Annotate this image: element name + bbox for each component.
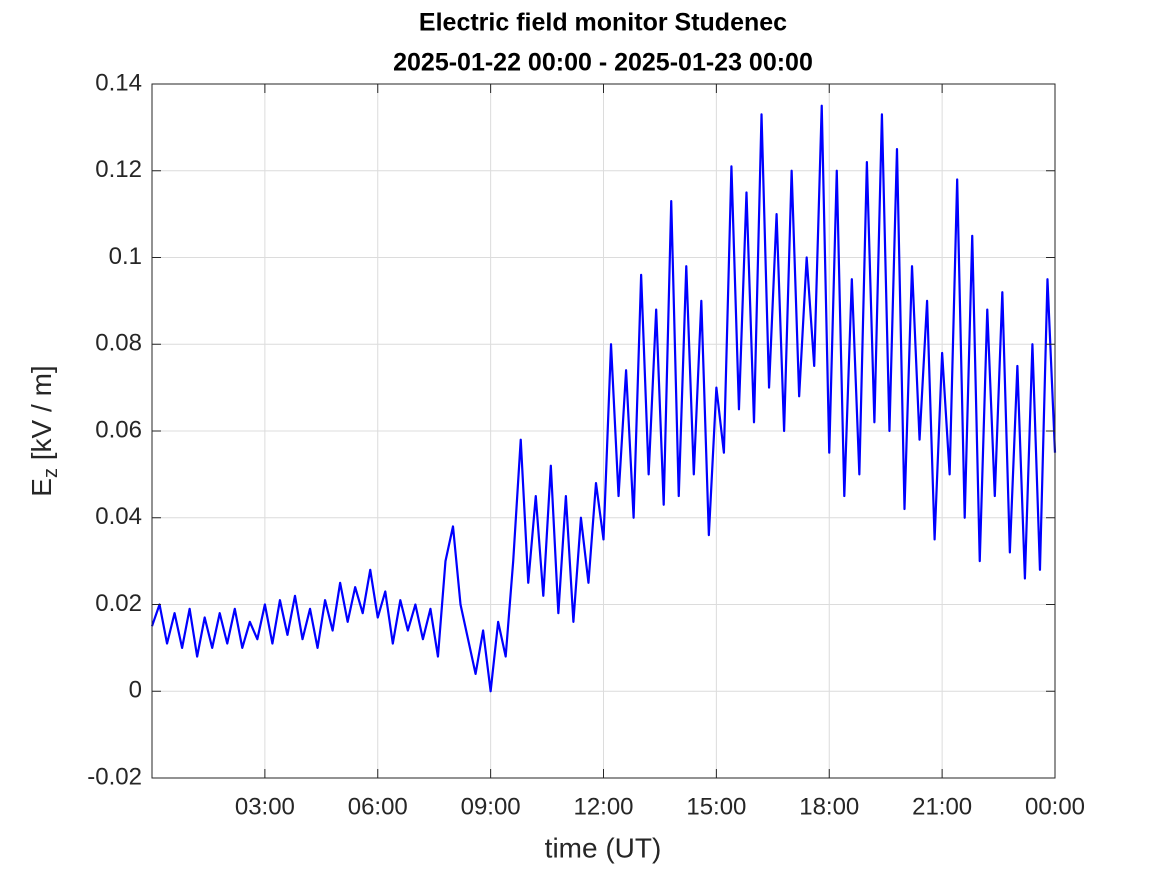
y-tick-label: 0.1 xyxy=(109,243,142,270)
x-axis-label: time (UT) xyxy=(545,832,662,863)
y-tick-label: 0.08 xyxy=(95,330,142,357)
chart-subtitle: 2025-01-22 00:00 - 2025-01-23 00:00 xyxy=(393,49,813,77)
y-tick-label: 0.12 xyxy=(95,156,142,183)
y-tick-label: 0 xyxy=(129,677,142,704)
x-tick-label: 09:00 xyxy=(461,793,521,820)
marks xyxy=(150,104,1057,693)
y-tick-label: 0.14 xyxy=(95,69,142,96)
y-label-sub: z xyxy=(40,468,62,478)
y-tick-label: 0.06 xyxy=(95,416,142,443)
y-tick-label: 0.02 xyxy=(95,590,142,617)
y-label-main: E xyxy=(26,478,57,497)
data-line xyxy=(150,104,1057,693)
x-tick-label: 18:00 xyxy=(799,793,859,820)
y-tick-label: -0.02 xyxy=(87,763,142,790)
x-tick-label: 15:00 xyxy=(686,793,746,820)
x-tick-label: 06:00 xyxy=(348,793,408,820)
x-tick-label: 21:00 xyxy=(912,793,972,820)
x-tick-label: 03:00 xyxy=(235,793,295,820)
x-tick-label: 00:00 xyxy=(1025,793,1085,820)
x-tick-label: 12:00 xyxy=(573,793,633,820)
chart-title: Electric field monitor Studenec xyxy=(419,9,787,37)
y-label-rest: [kV / m] xyxy=(26,365,57,468)
y-axis-label: Ez [kV / m] xyxy=(26,365,62,496)
tick-labels: -0.02 0 0.02 0.04 0.06 0.08 0.1 0.12 0.14 03:00 06… xyxy=(87,69,1085,820)
y-tick-label: 0.04 xyxy=(95,503,142,530)
